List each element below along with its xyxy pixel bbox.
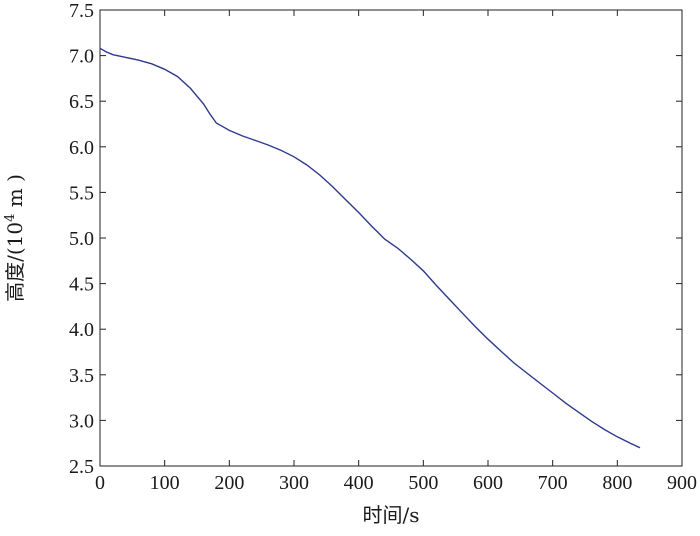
x-axis-ticks: 0 100 200 300 400 500 600 700 800 900	[95, 10, 697, 494]
x-tick-label: 700	[538, 472, 568, 494]
y-axis-title-suffix: m )	[3, 174, 27, 213]
y-tick-label: 3.0	[69, 410, 94, 432]
y-tick-label: 3.5	[69, 365, 94, 387]
y-axis-title-exponent: 4	[3, 214, 18, 222]
x-tick-label: 400	[344, 472, 374, 494]
x-tick-label: 900	[667, 472, 697, 494]
y-tick-label: 6.0	[69, 137, 94, 159]
x-tick-label: 600	[473, 472, 503, 494]
altitude-series-line	[99, 47, 641, 449]
x-tick-label: 500	[408, 472, 438, 494]
x-tick-label: 0	[95, 472, 105, 494]
x-tick-label: 200	[214, 472, 244, 494]
y-axis-ticks: 2.5 3.0 3.5 4.0 4.5 5.0 5.5 6.0 6.5 7.0 7.5	[69, 0, 682, 478]
x-tick-label: 800	[602, 472, 632, 494]
plot-frame	[99, 9, 683, 467]
y-tick-label: 7.0	[69, 46, 94, 68]
y-tick-label: 5.0	[69, 228, 94, 250]
y-axis-title-prefix: 高度/(10	[3, 222, 27, 302]
y-tick-label: 6.5	[69, 91, 94, 113]
y-tick-label: 7.5	[69, 0, 94, 22]
y-tick-label: 2.5	[69, 456, 94, 478]
y-tick-label: 4.0	[69, 319, 94, 341]
y-tick-label: 5.5	[69, 182, 94, 204]
x-tick-label: 300	[279, 472, 309, 494]
y-tick-label: 4.5	[69, 274, 94, 296]
y-axis-title: 高度/(104 m )	[3, 174, 27, 302]
x-tick-label: 100	[150, 472, 180, 494]
x-axis-title: 时间/s	[362, 503, 419, 527]
